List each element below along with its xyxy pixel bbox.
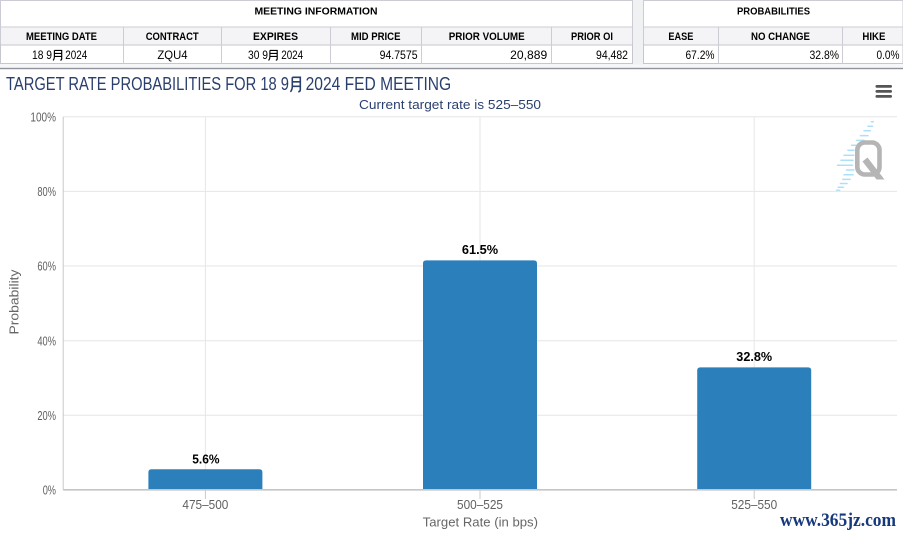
svg-text:PROBABILITIES: PROBABILITIES bbox=[737, 6, 810, 18]
svg-text:2024: 2024 bbox=[65, 48, 87, 62]
svg-text:500–525: 500–525 bbox=[457, 497, 503, 512]
svg-text:94,482: 94,482 bbox=[596, 48, 628, 62]
svg-text:20,889: 20,889 bbox=[510, 48, 547, 62]
svg-text:Current target rate is 525–550: Current target rate is 525–550 bbox=[359, 97, 541, 112]
svg-text:HIKE: HIKE bbox=[862, 31, 885, 43]
svg-text:PRIOR VOLUME: PRIOR VOLUME bbox=[449, 31, 525, 43]
svg-text:30 9: 30 9 bbox=[248, 48, 268, 62]
svg-text:EXPIRES: EXPIRES bbox=[253, 31, 298, 43]
svg-text:TARGET RATE PROBABILITIES FOR: TARGET RATE PROBABILITIES FOR 18 9 bbox=[6, 73, 289, 94]
svg-text:0.0%: 0.0% bbox=[877, 48, 900, 62]
svg-text:94.7575: 94.7575 bbox=[380, 48, 418, 62]
svg-text:32.8%: 32.8% bbox=[810, 48, 840, 62]
svg-text:475–500: 475–500 bbox=[182, 497, 228, 512]
svg-text:80%: 80% bbox=[37, 184, 56, 199]
svg-text:40%: 40% bbox=[37, 333, 56, 348]
svg-text:2024: 2024 bbox=[281, 48, 303, 62]
svg-text:61.5%: 61.5% bbox=[462, 242, 499, 257]
svg-text:PRIOR OI: PRIOR OI bbox=[571, 31, 613, 43]
svg-text:100%: 100% bbox=[30, 109, 56, 124]
svg-text:67.2%: 67.2% bbox=[686, 48, 715, 62]
svg-text:60%: 60% bbox=[37, 259, 56, 274]
svg-text:18 9: 18 9 bbox=[32, 48, 52, 62]
svg-text:Probability: Probability bbox=[7, 269, 22, 335]
svg-text:MEETING INFORMATION: MEETING INFORMATION bbox=[255, 6, 378, 18]
svg-text:ZQU4: ZQU4 bbox=[157, 48, 187, 62]
svg-text:2024 FED MEETING: 2024 FED MEETING bbox=[306, 73, 452, 94]
svg-text:32.8%: 32.8% bbox=[736, 349, 772, 364]
svg-text:MEETING DATE: MEETING DATE bbox=[26, 31, 97, 43]
svg-text:CONTRACT: CONTRACT bbox=[146, 31, 199, 43]
svg-text:5.6%: 5.6% bbox=[192, 451, 220, 466]
svg-text:Target Rate (in bps): Target Rate (in bps) bbox=[423, 514, 538, 529]
svg-text:MID PRICE: MID PRICE bbox=[351, 31, 401, 43]
svg-text:EASE: EASE bbox=[668, 31, 693, 43]
svg-text:NO CHANGE: NO CHANGE bbox=[751, 31, 810, 43]
svg-text:20%: 20% bbox=[37, 408, 56, 423]
svg-text:www.365jz.com: www.365jz.com bbox=[780, 511, 897, 531]
svg-text:525–550: 525–550 bbox=[731, 497, 777, 512]
svg-text:0%: 0% bbox=[43, 482, 57, 497]
